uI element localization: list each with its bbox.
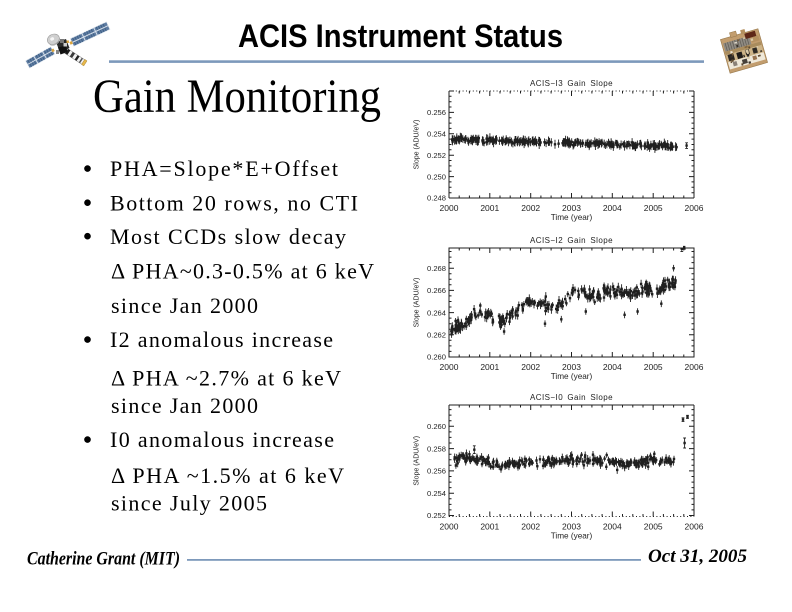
svg-text:2000: 2000	[440, 362, 459, 372]
svg-text:ACIS−I2 Gain Slope: ACIS−I2 Gain Slope	[530, 236, 613, 245]
svg-text:since Jan 2000: since Jan 2000	[111, 393, 258, 418]
svg-text:Oct 31, 2005: Oct 31, 2005	[648, 547, 747, 567]
svg-text:Δ PHA~0.3-0.5% at 6 keV: Δ PHA~0.3-0.5% at 6 keV	[111, 259, 374, 284]
svg-text:0.250: 0.250	[427, 172, 446, 181]
svg-text:Most CCDs slow decay: Most CCDs slow decay	[110, 224, 346, 249]
svg-text:Time (year): Time (year)	[551, 372, 593, 381]
svg-text:2004: 2004	[603, 203, 622, 213]
svg-text:0.264: 0.264	[427, 308, 446, 317]
svg-text:2001: 2001	[480, 522, 499, 532]
svg-text:2005: 2005	[644, 203, 663, 213]
svg-text:0.266: 0.266	[427, 286, 446, 295]
svg-text:Catherine Grant (MIT): Catherine Grant (MIT)	[27, 548, 180, 569]
svg-text:2000: 2000	[440, 522, 459, 532]
svg-text:Δ PHA ~1.5% at 6 keV: Δ PHA ~1.5% at 6 keV	[111, 463, 344, 488]
svg-text:Slope (ADU/eV): Slope (ADU/eV)	[414, 278, 421, 328]
svg-text:PHA=Slope*E+Offset: PHA=Slope*E+Offset	[110, 156, 338, 181]
svg-text:0.256: 0.256	[427, 467, 446, 476]
svg-text:0.258: 0.258	[427, 444, 446, 453]
svg-text:Bottom 20 rows, no CTI: Bottom 20 rows, no CTI	[110, 190, 358, 215]
svg-text:0.260: 0.260	[427, 422, 446, 431]
svg-text:0.248: 0.248	[427, 194, 446, 203]
svg-text:2006: 2006	[685, 362, 704, 372]
svg-text:Slope (ADU/eV): Slope (ADU/eV)	[414, 436, 421, 486]
svg-text:2003: 2003	[562, 522, 581, 532]
svg-text:ACIS−I0 Gain Slope: ACIS−I0 Gain Slope	[530, 393, 613, 402]
svg-text:2005: 2005	[644, 362, 663, 372]
svg-text:2001: 2001	[480, 362, 499, 372]
svg-text:0.262: 0.262	[427, 331, 446, 340]
svg-text:0.254: 0.254	[427, 489, 446, 498]
svg-text:2000: 2000	[440, 203, 459, 213]
svg-text:2006: 2006	[685, 203, 704, 213]
svg-text:2002: 2002	[521, 522, 540, 532]
svg-text:since July 2005: since July 2005	[111, 490, 267, 515]
svg-text:Slope (ADU/eV): Slope (ADU/eV)	[414, 120, 421, 170]
svg-text:0.260: 0.260	[427, 353, 446, 362]
svg-text:2002: 2002	[521, 203, 540, 213]
svg-text:Time (year): Time (year)	[551, 213, 593, 222]
svg-text:ACIS Instrument Status: ACIS Instrument Status	[238, 18, 563, 54]
svg-text:2006: 2006	[685, 522, 704, 532]
svg-text:2002: 2002	[521, 362, 540, 372]
svg-text:2003: 2003	[562, 203, 581, 213]
svg-text:2005: 2005	[644, 522, 663, 532]
svg-text:Gain Monitoring: Gain Monitoring	[93, 70, 381, 123]
svg-text:2003: 2003	[562, 362, 581, 372]
svg-text:2001: 2001	[480, 203, 499, 213]
svg-text:Time (year): Time (year)	[551, 532, 593, 541]
svg-text:0.252: 0.252	[427, 511, 446, 520]
svg-text:0.268: 0.268	[427, 264, 446, 273]
svg-text:0.254: 0.254	[427, 130, 446, 139]
svg-text:0.252: 0.252	[427, 151, 446, 160]
svg-text:2004: 2004	[603, 522, 622, 532]
svg-text:ACIS−I3 Gain Slope: ACIS−I3 Gain Slope	[530, 79, 613, 88]
svg-text:since Jan 2000: since Jan 2000	[111, 293, 258, 318]
svg-text:0.256: 0.256	[427, 108, 446, 117]
svg-text:Δ PHA ~2.7% at 6 keV: Δ PHA ~2.7% at 6 keV	[111, 366, 341, 391]
svg-text:2004: 2004	[603, 362, 622, 372]
